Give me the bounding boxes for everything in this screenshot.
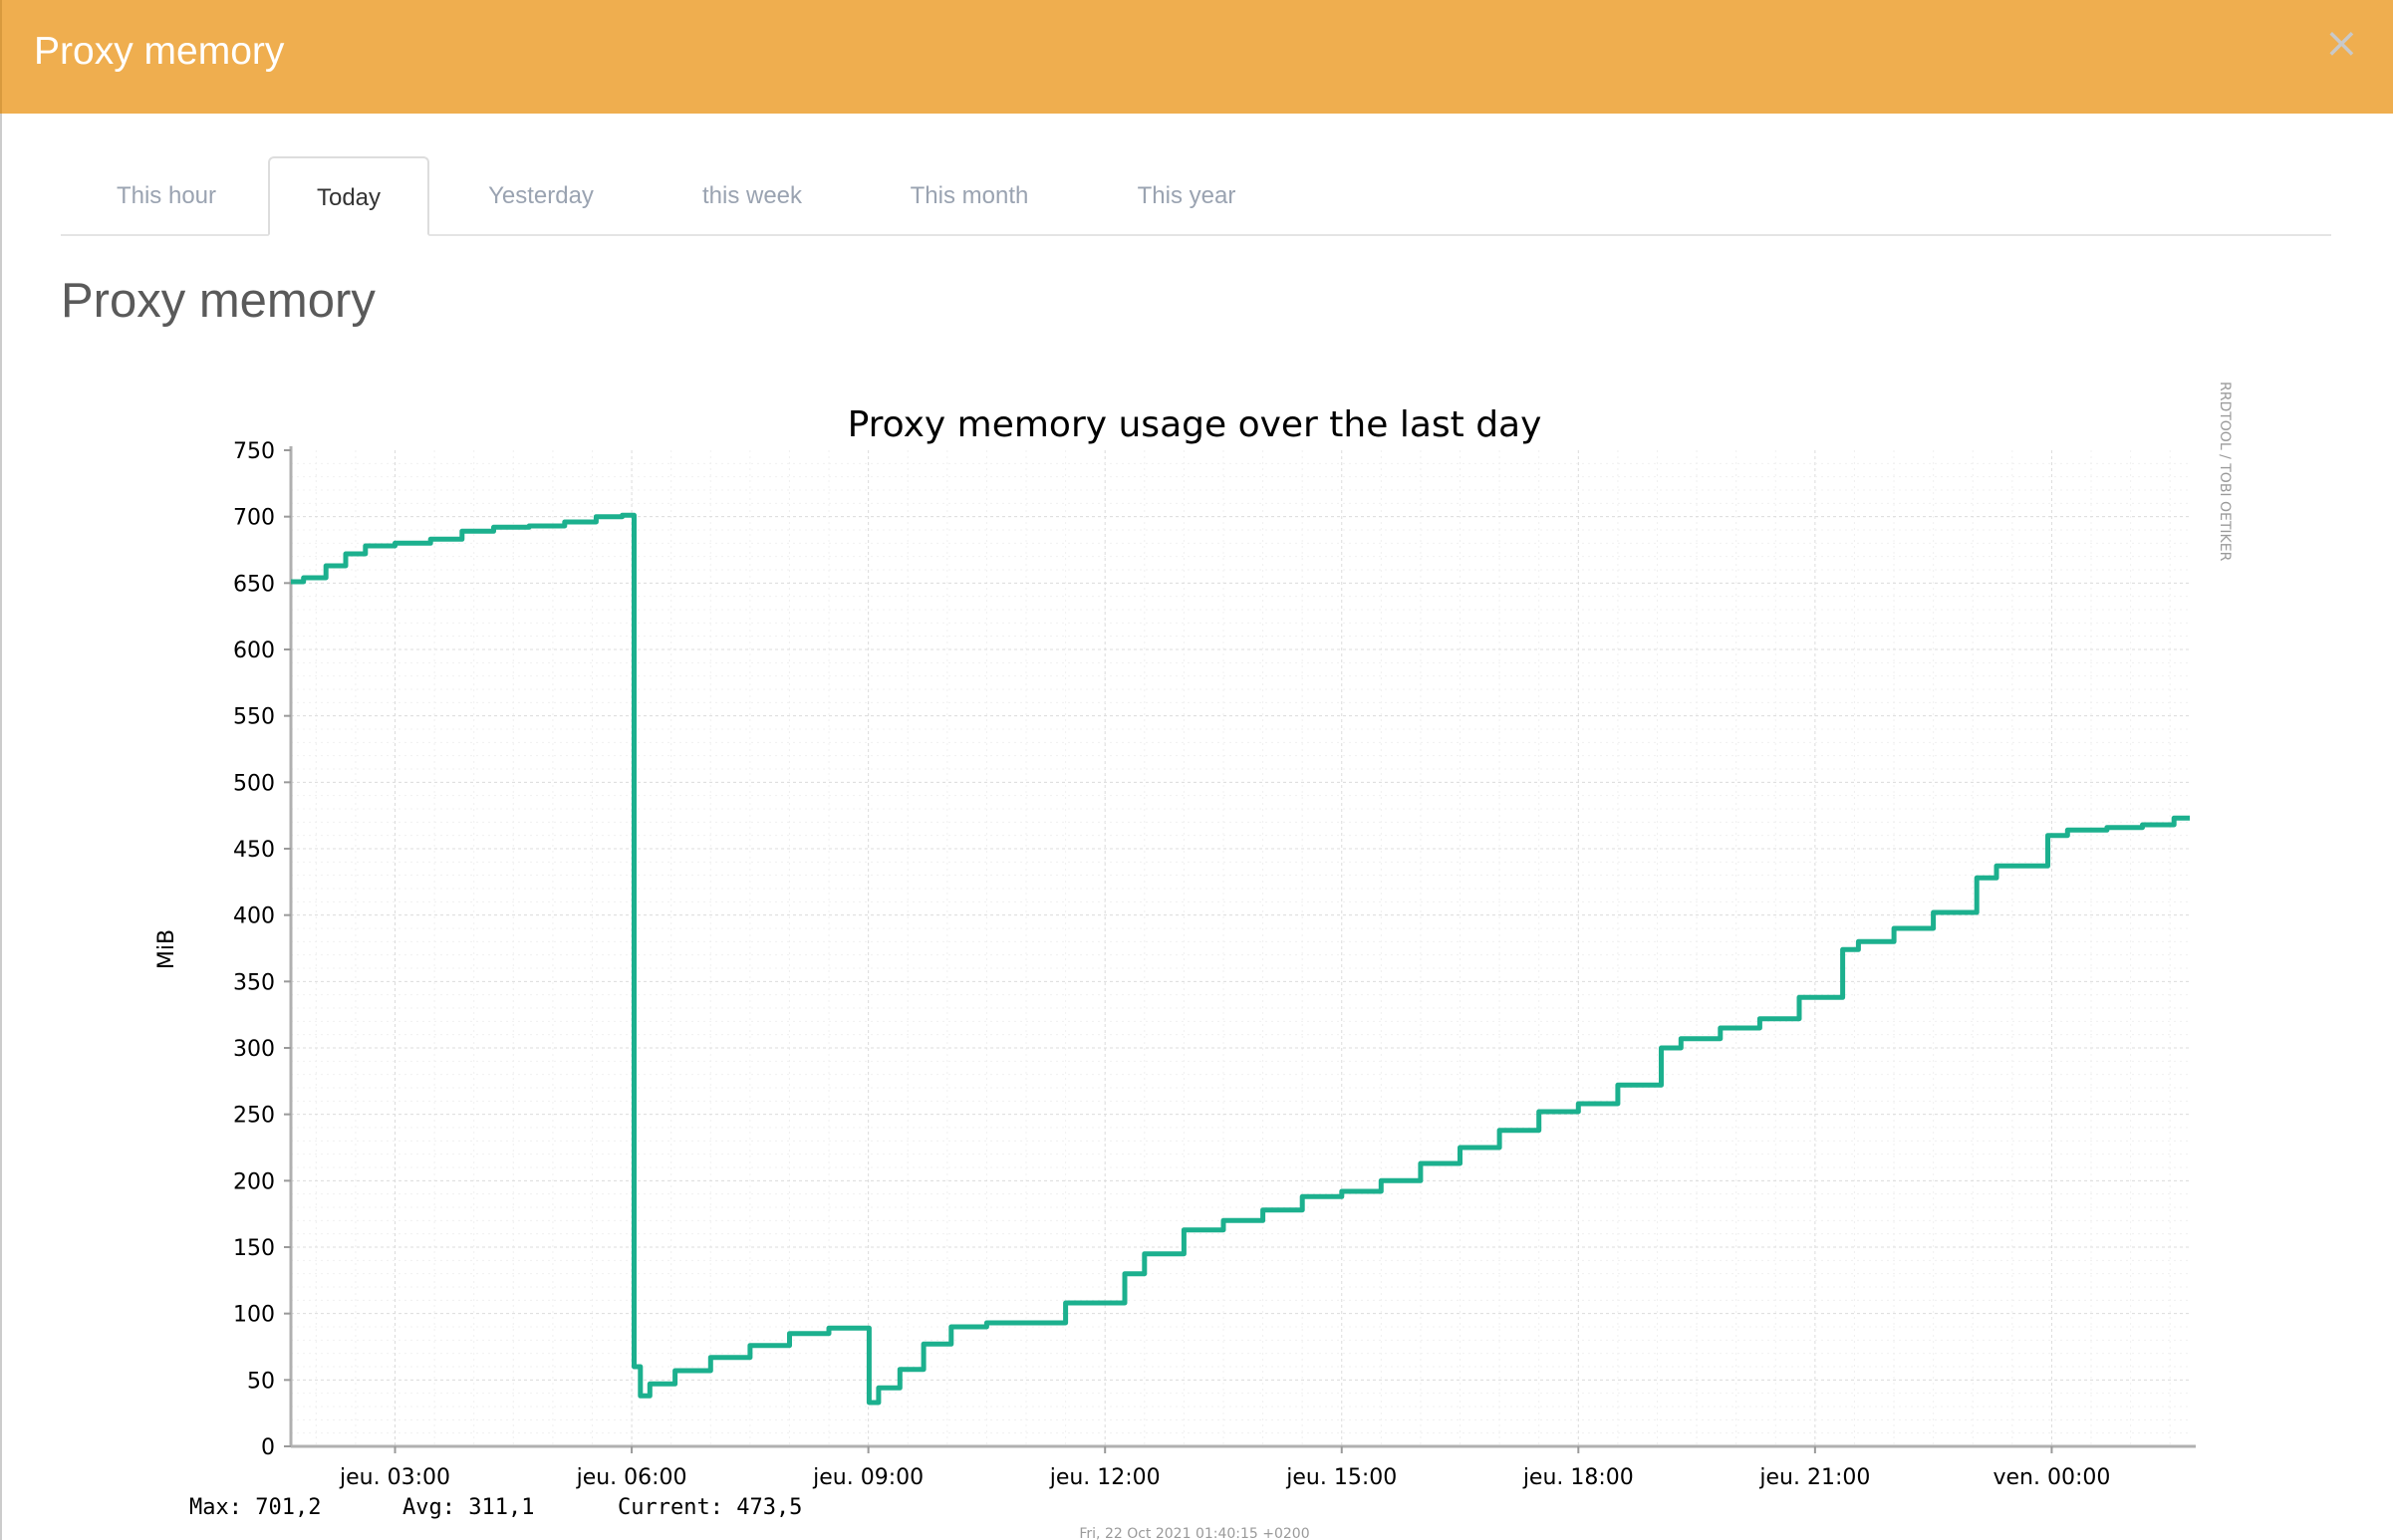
x-tick-label: ven. 00:00 — [1993, 1465, 2110, 1490]
y-tick-label: 100 — [233, 1303, 275, 1328]
y-tick-label: 650 — [233, 572, 275, 597]
close-button[interactable]: × — [2323, 18, 2359, 67]
chart-ticks: 0 50 100 150 200 250 300 350 400 450 500 550 600 650 7… — [233, 439, 2110, 1490]
x-tick-label: jeu. 09:00 — [812, 1465, 924, 1490]
y-tick-label: 200 — [233, 1169, 275, 1194]
y-tick-label: 500 — [233, 771, 275, 796]
y-tick-label: 550 — [233, 705, 275, 730]
y-axis-label: MiB — [154, 929, 179, 969]
y-tick-label: 450 — [233, 838, 275, 863]
modal-title: Proxy memory — [34, 30, 285, 73]
x-tick-label: jeu. 03:00 — [339, 1465, 450, 1490]
y-tick-label: 350 — [233, 970, 275, 995]
stat-max: Max: 701,2 — [189, 1495, 321, 1520]
tab-this-month[interactable]: This month — [910, 182, 1029, 209]
modal-header: Proxy memory × — [0, 0, 2393, 114]
y-tick-label: 750 — [233, 439, 275, 464]
chart-grid — [291, 450, 2190, 1446]
rrdtool-watermark: RRDTOOL / TOBI OETIKER — [2217, 382, 2233, 562]
y-tick-label: 600 — [233, 639, 275, 663]
tab-today[interactable]: Today — [268, 156, 429, 236]
y-tick-label: 700 — [233, 506, 275, 531]
y-tick-label: 300 — [233, 1037, 275, 1062]
y-tick-label: 50 — [247, 1369, 275, 1394]
x-tick-label: jeu. 06:00 — [576, 1465, 687, 1490]
y-tick-label: 0 — [261, 1435, 275, 1460]
chart-footer-timestamp: Fri, 22 Oct 2021 01:40:15 +0200 — [1079, 1526, 1309, 1540]
stat-avg: Avg: 311,1 — [402, 1495, 534, 1520]
chart-series — [291, 512, 2190, 1406]
tab-yesterday[interactable]: Yesterday — [488, 182, 594, 209]
chart-title: Proxy memory usage over the last day — [848, 404, 1542, 445]
x-tick-label: jeu. 15:00 — [1285, 1465, 1397, 1490]
period-tabs: This hour Today Yesterday this week This… — [61, 156, 2331, 236]
chart-axes — [289, 446, 2196, 1448]
stat-current: Current: 473,5 — [618, 1495, 802, 1520]
tab-this-week[interactable]: this week — [701, 182, 803, 209]
chart-stats: Max: 701,2 Avg: 311,1 Current: 473,5 — [189, 1495, 802, 1520]
series-line-proxy-memory — [291, 512, 2190, 1406]
section-title: Proxy memory — [61, 274, 376, 328]
y-tick-label: 400 — [233, 904, 275, 929]
x-tick-label: jeu. 21:00 — [1758, 1465, 1870, 1490]
modal-body — [0, 114, 2393, 1540]
tab-this-year[interactable]: This year — [1137, 182, 1236, 209]
y-tick-label: 150 — [233, 1236, 275, 1261]
tab-this-hour[interactable]: This hour — [116, 182, 217, 209]
x-tick-label: jeu. 12:00 — [1049, 1465, 1161, 1490]
y-tick-label: 250 — [233, 1104, 275, 1129]
x-tick-label: jeu. 18:00 — [1522, 1465, 1634, 1490]
